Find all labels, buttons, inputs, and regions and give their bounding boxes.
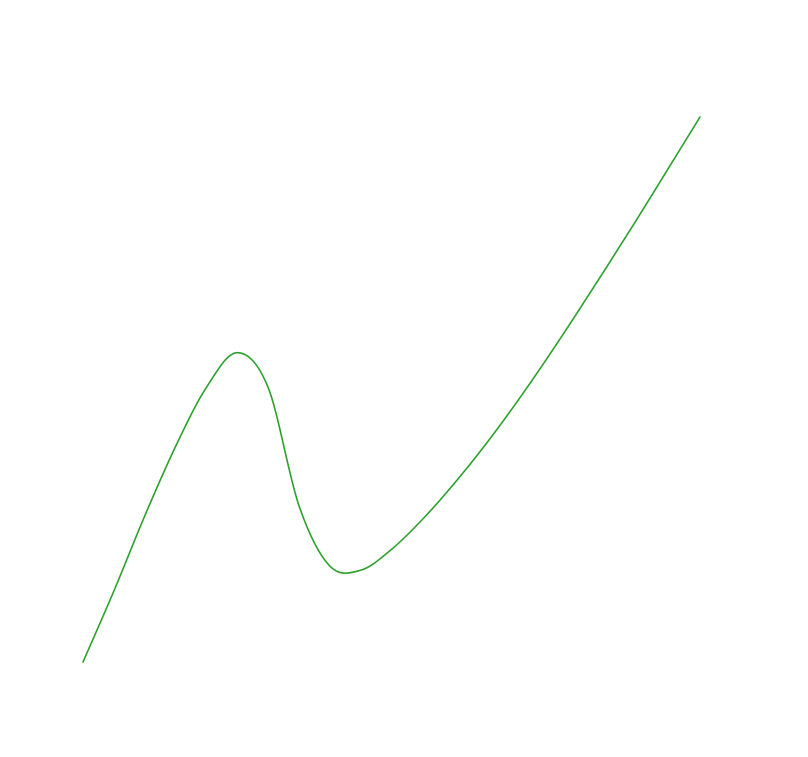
series-layer [82, 116, 701, 663]
series-line-0 [82, 116, 701, 663]
